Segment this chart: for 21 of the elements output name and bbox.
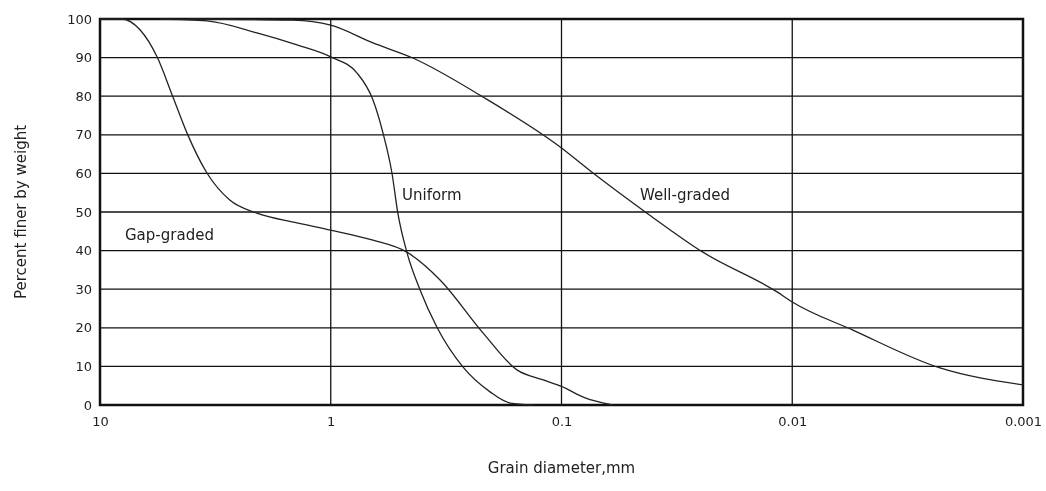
y-tick-label: 70	[75, 127, 92, 143]
y-tick-label: 30	[75, 281, 92, 297]
y-tick-label: 50	[75, 204, 92, 220]
y-tick-label: 100	[67, 11, 92, 27]
x-tick-label: 0.01	[778, 414, 808, 430]
series-label: Well-graded	[640, 185, 731, 204]
x-tick-label: 0.001	[1004, 414, 1043, 430]
y-tick-label: 60	[75, 166, 92, 182]
x-tick-label: 10	[92, 414, 109, 430]
y-tick-label: 80	[75, 88, 92, 104]
y-tick-label: 20	[75, 320, 92, 336]
series-label: Gap-graded	[125, 225, 214, 244]
y-tick-label: 40	[75, 243, 92, 259]
y-tick-label: 10	[75, 359, 92, 375]
y-axis-title: Percent finer by weight	[12, 124, 30, 300]
y-tick-label: 0	[83, 397, 92, 413]
x-axis-title: Grain diameter,mm	[487, 459, 636, 477]
x-tick-label: 0.1	[551, 414, 573, 430]
series-label: Uniform	[402, 185, 462, 204]
x-tick-label: 1	[327, 414, 336, 430]
y-tick-label: 90	[75, 50, 92, 66]
